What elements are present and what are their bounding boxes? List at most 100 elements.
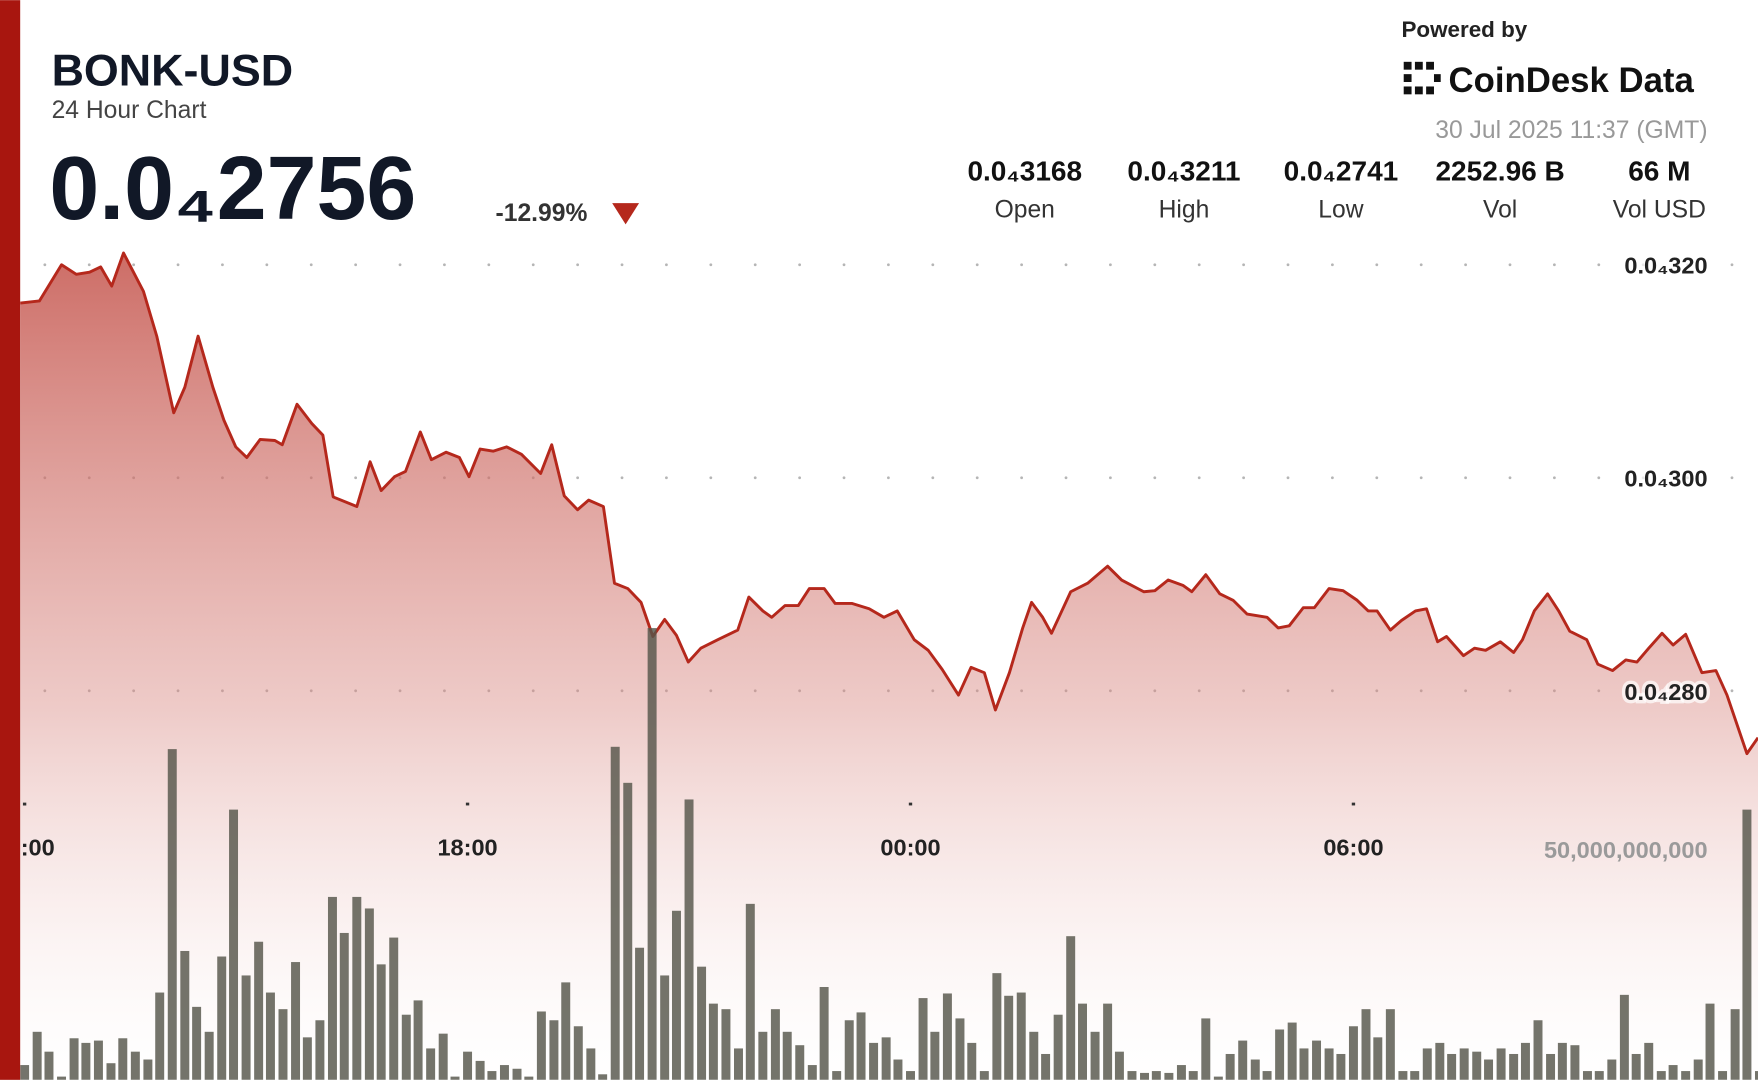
- volume-bar: [1459, 1048, 1469, 1080]
- x-tick-label: 12:00: [0, 835, 55, 861]
- volume-bar: [1631, 1053, 1641, 1080]
- accent-bar: [0, 0, 21, 1080]
- volume-bar: [1668, 1065, 1678, 1080]
- volume-bar: [1213, 1076, 1223, 1080]
- volume-bar: [1570, 1045, 1580, 1080]
- volume-bar: [708, 1003, 718, 1080]
- volume-bar: [684, 799, 694, 1080]
- volume-bar: [1016, 992, 1026, 1080]
- volume-bar: [1582, 1071, 1592, 1080]
- volume-bar: [610, 746, 620, 1080]
- volume-bar: [241, 975, 251, 1080]
- volume-bar: [1066, 936, 1076, 1080]
- stat-value: 2252.96 B: [1435, 156, 1564, 187]
- volume-bar: [967, 1042, 977, 1080]
- volume-bar: [192, 1006, 202, 1080]
- volume-bar: [499, 1065, 509, 1080]
- volume-bar: [463, 1051, 473, 1080]
- volume-bar: [1398, 1071, 1408, 1080]
- volume-bar: [586, 1048, 596, 1080]
- volume-bar: [217, 956, 227, 1080]
- volume-bar: [1176, 1065, 1186, 1080]
- volume-bar: [1754, 1071, 1758, 1080]
- volume-bar: [1718, 1071, 1728, 1080]
- volume-bar: [635, 947, 645, 1080]
- volume-bar: [1533, 1020, 1543, 1080]
- volume-bar: [869, 1042, 879, 1080]
- y-tick-label: 0.0₄320: [1624, 253, 1707, 279]
- volume-bar: [844, 1020, 854, 1080]
- volume-bar: [1151, 1071, 1161, 1080]
- x-tick-label: 00:00: [880, 835, 940, 861]
- volume-bar: [906, 1071, 915, 1080]
- volume-bar: [1053, 1014, 1063, 1080]
- volume-bar: [1299, 1048, 1309, 1080]
- timestamp: 30 Jul 2025 11:37 (GMT): [1435, 117, 1707, 144]
- volume-bar: [1607, 1059, 1617, 1080]
- price: 0.0₄2756: [49, 139, 416, 239]
- volume-bar: [487, 1071, 497, 1080]
- volume-bar: [819, 986, 829, 1080]
- price-area: [20, 253, 1758, 1080]
- y2-tick-label: 50,000,000,000: [1544, 837, 1708, 863]
- stat-label: High: [1159, 197, 1210, 224]
- volume-bar: [57, 1076, 67, 1080]
- volume-bar: [598, 1074, 608, 1080]
- volume-bar: [1164, 1072, 1174, 1080]
- volume-bar: [1090, 1031, 1100, 1080]
- volume-bar: [992, 973, 1002, 1080]
- powered-by: Powered by: [1401, 17, 1527, 42]
- volume-bar: [955, 1018, 965, 1080]
- volume-bar: [1742, 809, 1752, 1080]
- volume-bar: [20, 1065, 30, 1080]
- stat-label: Vol USD: [1613, 197, 1706, 224]
- volume-bar: [106, 1063, 116, 1080]
- volume-bar: [401, 1014, 411, 1080]
- volume-bar: [81, 1042, 91, 1080]
- volume-bar: [93, 1040, 103, 1080]
- volume-bar: [1520, 1042, 1530, 1080]
- volume-bar: [1029, 1031, 1039, 1080]
- volume-bar: [918, 998, 928, 1080]
- volume-bar: [167, 749, 177, 1080]
- volume-bar: [1594, 1071, 1604, 1080]
- volume-bar: [1312, 1040, 1322, 1080]
- stat-value: 0.0₄3168: [967, 156, 1082, 187]
- x-tick-label: 18:00: [437, 835, 497, 861]
- volume-bar: [413, 1000, 423, 1080]
- volume-bar: [352, 896, 362, 1080]
- volume-bar: [1410, 1071, 1420, 1080]
- brand-logo: [1403, 61, 1441, 95]
- volume-bar: [32, 1031, 42, 1080]
- stat-value: 0.0₄3211: [1127, 156, 1240, 187]
- volume-bar: [795, 1045, 805, 1080]
- volume-bar: [265, 992, 275, 1080]
- volume-bar: [44, 1051, 54, 1080]
- volume-bar: [1619, 994, 1629, 1080]
- volume-bar: [364, 908, 374, 1080]
- stat-value: 66 M: [1628, 156, 1690, 187]
- volume-bar: [130, 1051, 140, 1080]
- stats: 0.0₄3168 Open 0.0₄3211 High 0.0₄2741 Low 2252.…: [967, 156, 1705, 224]
- volume-bar: [745, 903, 755, 1080]
- volume-bar: [1422, 1048, 1432, 1080]
- volume-bar: [660, 975, 670, 1080]
- volume-bar: [438, 1033, 448, 1080]
- volume-bar: [1140, 1072, 1150, 1080]
- volume-bar: [536, 1011, 546, 1080]
- volume-bar: [881, 1037, 891, 1080]
- volume-bar: [930, 1031, 940, 1080]
- volume-bar: [229, 809, 239, 1080]
- volume-bar: [942, 993, 952, 1080]
- volume-bar: [1705, 1003, 1715, 1080]
- volume-bar: [697, 966, 707, 1080]
- volume-bar: [893, 1059, 903, 1080]
- volume-bar: [1078, 1003, 1087, 1080]
- volume-bar: [1225, 1053, 1235, 1080]
- volume-bar: [1385, 1009, 1395, 1080]
- volume-bar: [734, 1048, 743, 1080]
- volume-bar: [1656, 1071, 1666, 1080]
- volume-bar: [1287, 1022, 1297, 1080]
- symbol: BONK-USD: [52, 44, 294, 95]
- volume-bar: [671, 910, 681, 1080]
